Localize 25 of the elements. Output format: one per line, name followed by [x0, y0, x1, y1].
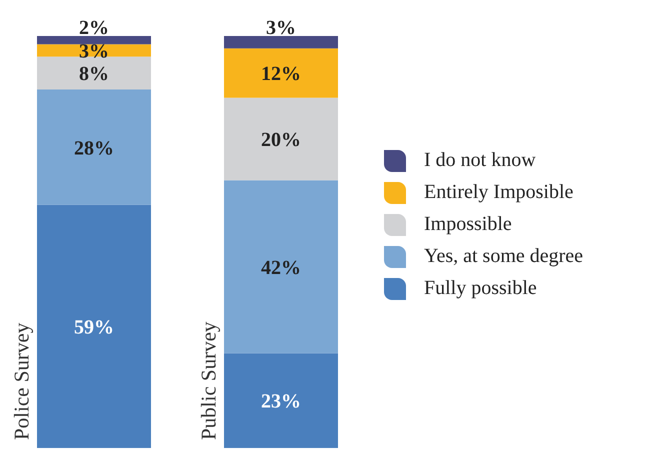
- bar: [224, 180, 338, 354]
- x-tick-label: Public Survey: [196, 321, 220, 440]
- data-label: 59%: [74, 316, 114, 339]
- x-tick-label: Police Survey: [10, 322, 34, 440]
- bar: [37, 204, 151, 448]
- bar: [224, 48, 338, 98]
- data-label: 3%: [266, 17, 296, 39]
- bar: [224, 98, 338, 180]
- data-label: 2%: [79, 17, 109, 39]
- legend-label: I do not know: [424, 149, 536, 172]
- legend-label: Impossible: [424, 213, 512, 236]
- data-label: 20%: [261, 129, 301, 152]
- bar: [224, 36, 338, 48]
- legend-label: Entirely Imposible: [424, 181, 574, 204]
- bar: [224, 353, 338, 448]
- data-label: 12%: [261, 63, 301, 86]
- bar: [37, 90, 151, 205]
- data-label: 42%: [261, 256, 301, 279]
- data-label: 23%: [261, 390, 301, 413]
- data-label: 8%: [79, 63, 109, 86]
- legend-label: Fully possible: [424, 277, 537, 300]
- data-label: 28%: [74, 137, 114, 160]
- legend-label: Yes, at some degree: [424, 245, 584, 268]
- bar: [37, 56, 151, 90]
- bar: [37, 36, 151, 44]
